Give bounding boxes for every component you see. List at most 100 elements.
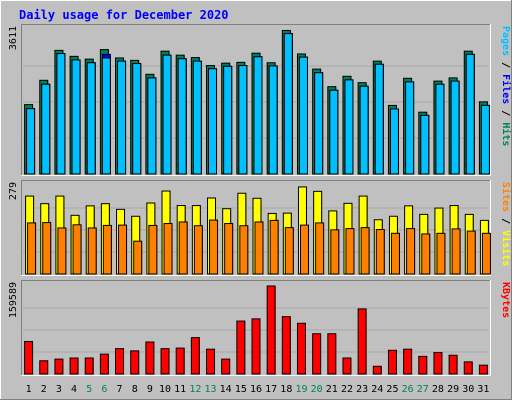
bar-kbytes-day-1 bbox=[24, 340, 34, 375]
bar-pages-day-12 bbox=[192, 60, 202, 175]
bar-sites-day-28 bbox=[436, 232, 446, 275]
chart-title: Daily usage for December 2020 bbox=[19, 8, 229, 22]
bar-sites-day-24 bbox=[375, 229, 385, 275]
panel-1: 3611 Pages / Files / Hits bbox=[8, 24, 512, 176]
bar-kbytes-day-12 bbox=[190, 337, 200, 375]
bar-sites-day-2 bbox=[42, 222, 52, 275]
bar-sites-day-20 bbox=[315, 222, 325, 275]
bar-pages-day-13 bbox=[208, 68, 218, 175]
x-tick-label: 2 bbox=[41, 384, 47, 395]
bar-kbytes-day-8 bbox=[130, 350, 140, 375]
bar-kbytes-day-18 bbox=[281, 316, 291, 375]
x-tick-label: 30 bbox=[462, 384, 474, 395]
bar-sites-day-23 bbox=[360, 227, 370, 275]
bar-pages-day-20 bbox=[314, 72, 324, 175]
bar-kbytes-day-17 bbox=[266, 285, 276, 375]
x-tick-label: 15 bbox=[235, 384, 247, 395]
x-tick-label: 11 bbox=[174, 384, 186, 395]
bar-pages-day-8 bbox=[132, 63, 142, 175]
bar-pages-day-31 bbox=[480, 104, 490, 175]
bar-pages-day-23 bbox=[359, 85, 369, 175]
panel-legend: Sites / Visits bbox=[500, 182, 512, 266]
bar-sites-day-7 bbox=[118, 224, 128, 275]
bar-pages-day-4 bbox=[71, 59, 81, 175]
x-tick-label: 8 bbox=[132, 384, 138, 395]
bar-sites-day-10 bbox=[163, 223, 173, 275]
bar-sites-day-19 bbox=[299, 224, 309, 275]
bar-pages-day-1 bbox=[26, 108, 36, 175]
bar-kbytes-day-2 bbox=[39, 360, 49, 375]
bar-pages-day-19 bbox=[298, 56, 308, 175]
panel-legend: KBytes bbox=[500, 282, 511, 318]
bar-kbytes-day-28 bbox=[433, 351, 443, 375]
bar-sites-day-15 bbox=[239, 225, 249, 275]
panel-legend: Pages / Files / Hits bbox=[500, 26, 512, 146]
bar-sites-day-27 bbox=[421, 233, 431, 275]
x-tick-label: 16 bbox=[250, 384, 262, 395]
bar-sites-day-11 bbox=[178, 221, 188, 275]
bar-kbytes-day-29 bbox=[448, 354, 458, 375]
bar-pages-day-6 bbox=[101, 57, 111, 175]
bar-pages-day-16 bbox=[253, 56, 263, 175]
x-tick-label: 17 bbox=[265, 384, 277, 395]
bar-kbytes-day-14 bbox=[221, 358, 231, 375]
bar-pages-day-29 bbox=[450, 80, 460, 175]
x-tick-label: 28 bbox=[432, 384, 444, 395]
bar-pages-day-30 bbox=[465, 53, 475, 175]
bar-sites-day-31 bbox=[481, 232, 491, 275]
bar-kbytes-day-5 bbox=[84, 357, 94, 375]
bar-sites-day-9 bbox=[148, 224, 158, 275]
bar-sites-day-13 bbox=[209, 219, 219, 275]
bar-kbytes-day-27 bbox=[418, 355, 428, 375]
panel-3: 159589 KBytes bbox=[8, 280, 511, 376]
panel-max-label: 159589 bbox=[8, 282, 19, 318]
bar-kbytes-day-26 bbox=[403, 348, 413, 375]
bar-sites-day-26 bbox=[406, 228, 416, 275]
bar-kbytes-day-22 bbox=[342, 357, 352, 375]
panel-max-label: 3611 bbox=[8, 26, 19, 50]
bar-kbytes-day-13 bbox=[206, 348, 216, 375]
bar-pages-day-25 bbox=[389, 108, 399, 175]
bar-pages-day-24 bbox=[374, 63, 384, 175]
bar-sites-day-18 bbox=[284, 227, 294, 275]
x-axis-labels: 1 2 3 4 5 6 7 8 9 10 11 12 13 14 15 16 17 18 19 20 21 22 23 24 2… bbox=[26, 384, 490, 395]
bar-sites-day-3 bbox=[57, 227, 67, 275]
bar-pages-day-2 bbox=[41, 83, 51, 175]
x-tick-label: 1 bbox=[26, 384, 32, 395]
bar-pages-day-10 bbox=[162, 54, 172, 175]
bar-pages-day-17 bbox=[268, 65, 278, 175]
bar-pages-day-14 bbox=[223, 65, 233, 175]
panel-max-label: 279 bbox=[8, 182, 19, 200]
bar-sites-day-1 bbox=[27, 222, 37, 275]
x-tick-label: 7 bbox=[117, 384, 123, 395]
x-tick-label: 25 bbox=[386, 384, 398, 395]
x-tick-label: 10 bbox=[159, 384, 171, 395]
x-tick-label: 31 bbox=[477, 384, 489, 395]
bar-sites-day-25 bbox=[390, 232, 400, 275]
bar-sites-day-16 bbox=[254, 221, 264, 275]
bar-kbytes-day-20 bbox=[312, 333, 322, 375]
bar-pages-day-21 bbox=[329, 89, 339, 175]
x-tick-label: 4 bbox=[71, 384, 77, 395]
x-tick-label: 3 bbox=[56, 384, 62, 395]
x-tick-label: 24 bbox=[371, 384, 383, 395]
x-tick-label: 29 bbox=[447, 384, 459, 395]
bar-kbytes-day-6 bbox=[99, 353, 109, 375]
series-sites bbox=[27, 219, 491, 275]
bar-kbytes-day-21 bbox=[327, 333, 337, 375]
bar-kbytes-day-25 bbox=[387, 349, 397, 375]
bar-kbytes-day-15 bbox=[236, 320, 246, 375]
bar-pages-day-11 bbox=[177, 58, 187, 175]
x-tick-label: 19 bbox=[295, 384, 307, 395]
bar-kbytes-day-7 bbox=[115, 348, 125, 375]
x-tick-label: 27 bbox=[417, 384, 429, 395]
bar-sites-day-22 bbox=[345, 228, 355, 275]
x-tick-label: 18 bbox=[280, 384, 292, 395]
bar-kbytes-day-11 bbox=[175, 347, 185, 375]
bar-kbytes-day-9 bbox=[145, 341, 155, 375]
bar-sites-day-21 bbox=[330, 229, 340, 275]
x-tick-label: 26 bbox=[402, 384, 414, 395]
bar-pages-day-26 bbox=[405, 81, 415, 175]
bar-pages-day-22 bbox=[344, 79, 354, 175]
bar-pages-day-18 bbox=[283, 33, 293, 175]
